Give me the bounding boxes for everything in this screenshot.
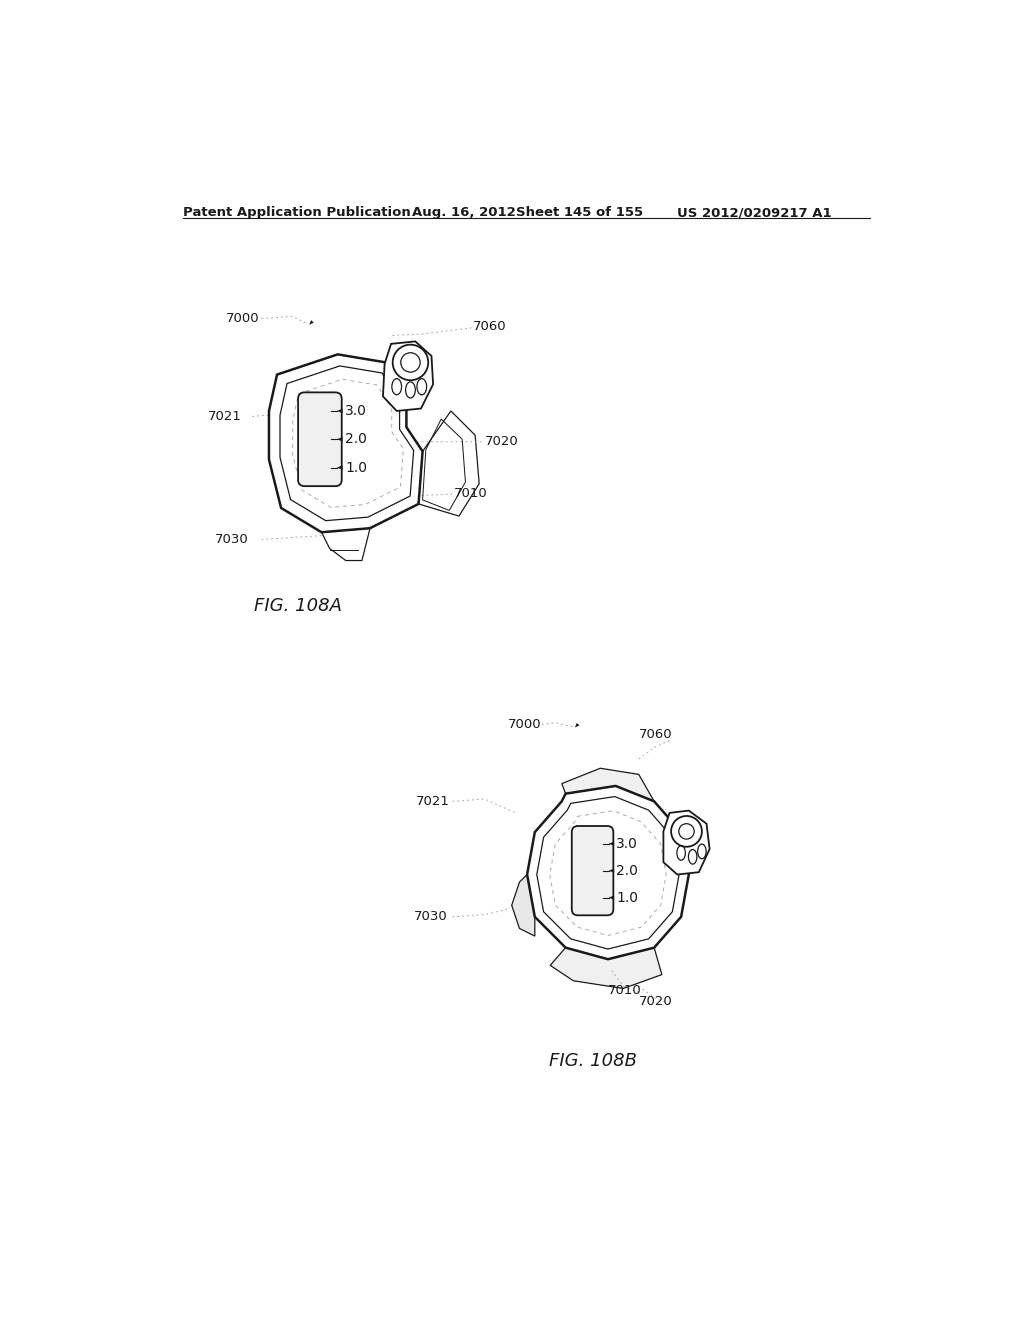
Text: 7021: 7021 <box>416 795 450 808</box>
Text: 2.0: 2.0 <box>345 432 367 446</box>
Polygon shape <box>269 354 423 532</box>
Polygon shape <box>337 409 343 413</box>
Polygon shape <box>608 842 614 846</box>
Text: 3.0: 3.0 <box>616 837 638 850</box>
FancyBboxPatch shape <box>298 392 342 486</box>
Polygon shape <box>562 768 654 801</box>
Polygon shape <box>574 723 580 727</box>
Polygon shape <box>337 465 343 470</box>
Text: Aug. 16, 2012: Aug. 16, 2012 <box>412 206 515 219</box>
Text: 7020: 7020 <box>484 436 518 449</box>
Text: 7010: 7010 <box>608 983 642 997</box>
Text: US 2012/0209217 A1: US 2012/0209217 A1 <box>677 206 831 219</box>
Text: 7010: 7010 <box>454 487 487 500</box>
Polygon shape <box>419 411 479 516</box>
Text: 1.0: 1.0 <box>345 461 367 475</box>
Text: FIG. 108B: FIG. 108B <box>549 1052 637 1069</box>
Text: 7021: 7021 <box>208 409 242 422</box>
Text: 2.0: 2.0 <box>616 863 638 878</box>
Polygon shape <box>664 810 710 874</box>
Polygon shape <box>322 528 370 561</box>
Polygon shape <box>383 342 433 411</box>
Polygon shape <box>550 948 662 989</box>
Polygon shape <box>512 874 535 936</box>
FancyBboxPatch shape <box>571 826 613 915</box>
Text: Patent Application Publication: Patent Application Publication <box>183 206 411 219</box>
Polygon shape <box>608 869 614 873</box>
Text: 7000: 7000 <box>508 718 542 731</box>
Text: Sheet 145 of 155: Sheet 145 of 155 <box>515 206 643 219</box>
Text: 7030: 7030 <box>215 533 249 546</box>
Text: FIG. 108A: FIG. 108A <box>254 597 342 615</box>
Polygon shape <box>608 895 614 900</box>
Text: 3.0: 3.0 <box>345 404 367 418</box>
Text: 7060: 7060 <box>639 727 673 741</box>
Text: 1.0: 1.0 <box>616 891 638 904</box>
Text: 7000: 7000 <box>226 312 260 325</box>
Polygon shape <box>337 437 343 441</box>
Polygon shape <box>309 321 313 325</box>
Polygon shape <box>527 785 689 960</box>
Text: 7020: 7020 <box>639 995 673 1008</box>
Text: 7060: 7060 <box>473 319 507 333</box>
Text: 7030: 7030 <box>414 911 447 924</box>
